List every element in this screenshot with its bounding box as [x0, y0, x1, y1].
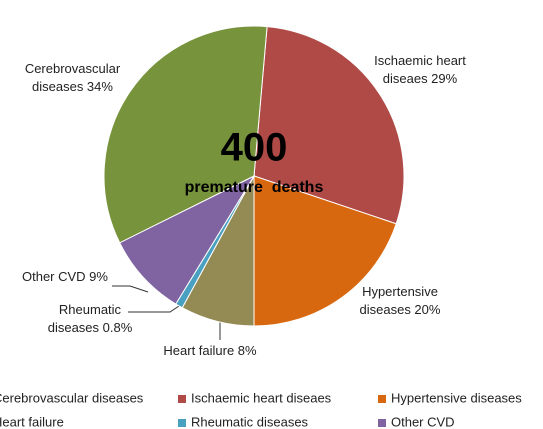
leader-line	[112, 285, 149, 293]
legend-swatch	[178, 395, 186, 403]
pie-slice	[103, 25, 268, 244]
center-label: premature deaths	[185, 179, 324, 196]
legend-label: Hypertensive diseases	[391, 390, 522, 405]
data-label: Other CVD 9%	[22, 269, 108, 284]
legend-label: Cerebrovascular diseases	[0, 390, 144, 405]
data-label: Rheumatic diseases 0.8%	[47, 302, 133, 335]
data-label: Ischaemic heart diseaes 29%	[374, 53, 466, 86]
center-value: 400	[221, 126, 288, 170]
legend-swatch	[378, 395, 386, 403]
data-label: Cerebrovascular diseases 34%	[24, 61, 121, 94]
data-label: Hypertensive diseases 20%	[359, 284, 441, 317]
pie-slice	[253, 26, 405, 225]
pie-slice	[119, 174, 256, 305]
legend-label: Ischaemic heart diseaes	[191, 390, 332, 405]
legend-swatch	[378, 419, 386, 427]
legend-label: Rheumatic diseases	[191, 414, 309, 429]
data-label: Heart failure 8%	[163, 343, 257, 358]
legend-label: Heart failure	[0, 414, 64, 429]
legend-swatch	[178, 419, 186, 427]
legend-label: Other CVD	[391, 414, 455, 429]
pie-slice	[253, 175, 397, 327]
